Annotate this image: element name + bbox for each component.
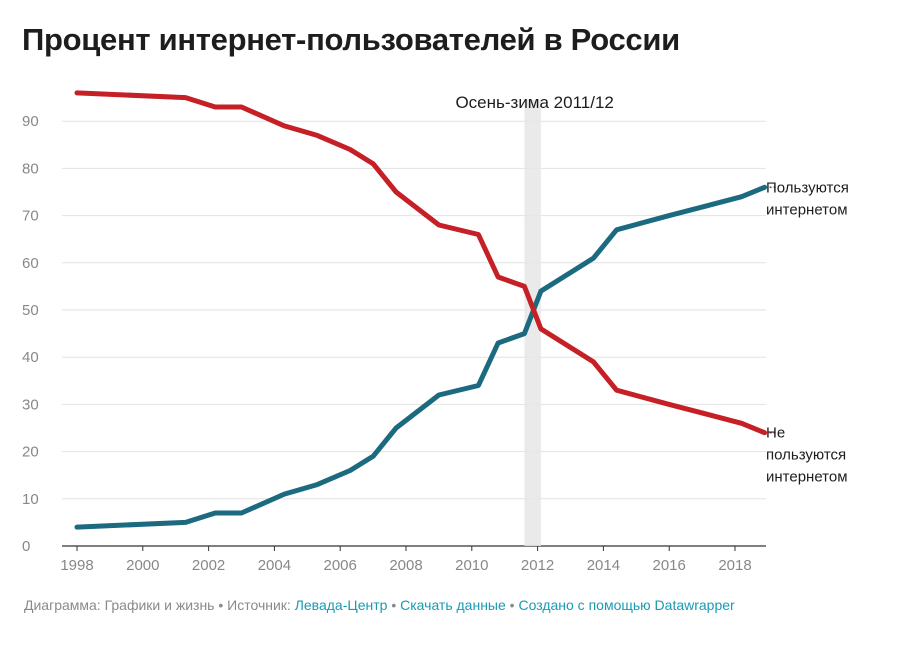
x-tick-label: 2018 [718, 557, 751, 574]
x-tick-label: 2012 [521, 557, 554, 574]
chart-title: Процент интернет-пользователей в России [22, 22, 680, 57]
download-data-link[interactable]: Скачать данные [400, 597, 506, 613]
y-tick-label: 70 [22, 208, 39, 225]
x-tick-label: 2004 [258, 557, 291, 574]
x-tick-label: 2008 [389, 557, 422, 574]
y-tick-label: 90 [22, 113, 39, 130]
highlight-band-label: Осень-зима 2011/12 [455, 93, 613, 112]
x-tick-label: 2014 [587, 557, 620, 574]
x-tick-label: 2006 [324, 557, 357, 574]
footer-credit: Диаграмма: Графики и жизнь • Источник: [24, 597, 295, 613]
series-label-users: интернетом [766, 201, 848, 218]
y-tick-label: 30 [22, 396, 39, 413]
y-tick-label: 20 [22, 444, 39, 461]
y-tick-label: 50 [22, 302, 39, 319]
x-tick-label: 2010 [455, 557, 488, 574]
datawrapper-link[interactable]: Создано с помощью Datawrapper [518, 597, 735, 613]
chart-footer: Диаграмма: Графики и жизнь • Источник: Л… [24, 597, 735, 613]
x-tick-label: 2000 [126, 557, 159, 574]
highlight-band: Осень-зима 2011/12 [455, 93, 614, 546]
footer-separator: • [505, 597, 519, 613]
y-tick-label: 40 [22, 349, 39, 366]
series-line-users [74, 184, 768, 530]
x-tick-label: 2016 [653, 557, 686, 574]
series-labels: Пользуются интернетом Не пользуются интернет… [766, 179, 849, 485]
line-chart: Осень-зима 2011/12 0 10 20 30 40 50 60 70 80 90 19… [22, 90, 849, 574]
x-tick-label: 1998 [60, 557, 93, 574]
y-tick-label: 0 [22, 538, 30, 555]
x-tick-label: 2002 [192, 557, 225, 574]
series-label-non-users: пользуются [766, 447, 846, 464]
series-label-non-users: интернетом [766, 469, 848, 486]
y-tick-label: 80 [22, 160, 39, 177]
series-label-users: Пользуются [766, 179, 849, 196]
series-lines [74, 90, 768, 530]
highlight-band-rect [524, 100, 541, 546]
footer-separator: • [387, 597, 401, 613]
axis-labels: 0 10 20 30 40 50 60 70 80 90 1998 2000 2002 2004 2006 2… [22, 113, 752, 574]
series-label-non-users: Не [766, 425, 785, 442]
y-tick-label: 10 [22, 491, 39, 508]
y-tick-label: 60 [22, 255, 39, 272]
source-link[interactable]: Левада-Центр [294, 597, 388, 613]
series-line-non-users [74, 90, 768, 436]
grid-lines [62, 120, 766, 547]
